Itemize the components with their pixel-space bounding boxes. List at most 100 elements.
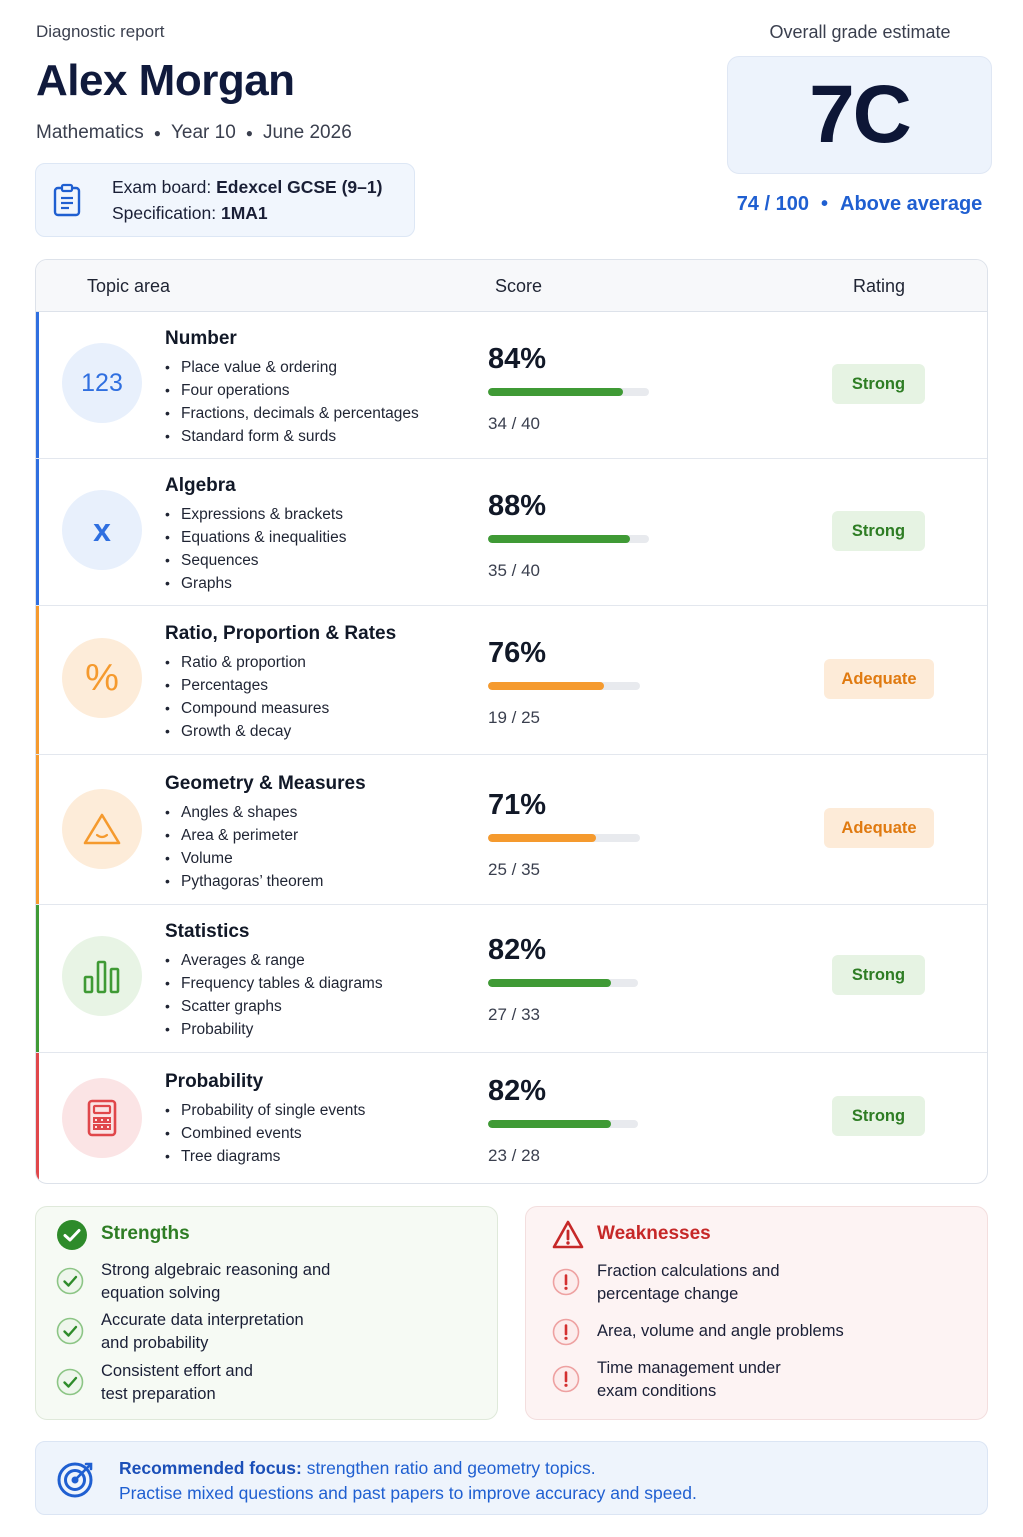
- topic-icon-text: %: [85, 656, 119, 699]
- score-fraction: 25 / 35: [488, 860, 540, 879]
- strength-line: Consistent effort and: [101, 1362, 253, 1380]
- clipboard-icon: [53, 183, 81, 217]
- score-percent: 84%: [488, 343, 547, 375]
- topic-info: Geometry & Measures Angles & shapesArea …: [165, 773, 366, 893]
- subtopic-list: Angles & shapesArea & perimeterVolumePyt…: [165, 801, 366, 893]
- header-rating: Rating: [853, 276, 906, 296]
- score-percent: 88%: [488, 490, 547, 522]
- row-accent-bar: [36, 755, 39, 904]
- score-block: 82% 23 / 28: [488, 1075, 638, 1166]
- topic-title: Algebra: [165, 475, 236, 496]
- check-icon: [56, 1317, 84, 1345]
- score-block: 76% 19 / 25: [488, 637, 640, 728]
- topic-info: Number Place value & orderingFour operat…: [165, 328, 419, 448]
- check-icon: [56, 1267, 84, 1295]
- weakness-line: Area, volume and angle problems: [597, 1322, 844, 1340]
- topic-icon-text: x: [93, 511, 111, 548]
- table-header: Topic area Score Rating: [36, 260, 987, 312]
- table-row: % Ratio, Proportion & Rates Ratio & prop…: [36, 606, 987, 755]
- subtopic-list: Expressions & bracketsEquations & inequa…: [165, 503, 346, 595]
- grade-label: Overall grade estimate: [769, 22, 951, 42]
- subtopic-item: Tree diagrams: [165, 1145, 365, 1168]
- score-fraction: 27 / 33: [488, 1005, 540, 1024]
- variable-x-icon: x: [62, 490, 142, 570]
- subtopic-item: Probability of single events: [165, 1099, 365, 1122]
- score-fraction: 34 / 40: [488, 414, 540, 433]
- weakness-line: Fraction calculations and: [597, 1262, 780, 1280]
- topic-info: Probability Probability of single events…: [165, 1071, 365, 1168]
- subtopic-item: Percentages: [165, 674, 396, 697]
- topic-icon-text: 123: [81, 368, 123, 397]
- strength-item: Consistent effort and test preparation: [101, 1360, 481, 1406]
- score-progress-bar: [488, 682, 640, 690]
- topic-title: Ratio, Proportion & Rates: [165, 623, 397, 644]
- strength-line: and probability: [101, 1334, 209, 1352]
- subtopic-item: Frequency tables & diagrams: [165, 972, 383, 995]
- score-progress-bar: [488, 1120, 638, 1128]
- check-icon: [56, 1368, 84, 1396]
- exam-board-label: Exam board:: [112, 177, 212, 197]
- score-progress-fill: [488, 682, 604, 690]
- subtopic-item: Averages & range: [165, 949, 383, 972]
- score-block: 84% 34 / 40: [488, 343, 649, 434]
- score-progress-fill: [488, 834, 596, 842]
- total-score: 74 / 100: [736, 193, 809, 215]
- grade-value: 7C: [809, 69, 912, 160]
- check-circle-icon: [57, 1220, 87, 1250]
- table-row: Geometry & Measures Angles & shapesArea …: [36, 755, 987, 905]
- alert-icon: [552, 1268, 580, 1296]
- row-accent-bar: [36, 312, 39, 458]
- score-percent: 76%: [488, 637, 547, 669]
- student-name: Alex Morgan: [36, 56, 295, 105]
- strength-item: Strong algebraic reasoning and equation s…: [101, 1259, 481, 1305]
- table-row: 123 Number Place value & orderingFour op…: [36, 312, 987, 459]
- year: Year 10: [170, 122, 236, 143]
- subtopic-item: Scatter graphs: [165, 995, 383, 1018]
- report-meta: Mathematics ● Year 10 ● June 2026: [36, 122, 352, 144]
- topic-table: Topic area Score Rating 123 Number Place…: [35, 259, 988, 1184]
- focus-label: Recommended focus:: [119, 1458, 302, 1478]
- score-progress-bar: [488, 388, 649, 396]
- specification-line: Specification: 1MA1: [112, 200, 382, 226]
- weakness-item: Area, volume and angle problems: [597, 1320, 977, 1343]
- topic-title: Geometry & Measures: [165, 773, 366, 794]
- focus-text-1: strengthen ratio and geometry topics.: [306, 1458, 596, 1478]
- topic-info: Ratio, Proportion & Rates Ratio & propor…: [165, 623, 396, 743]
- score-fraction: 23 / 28: [488, 1146, 540, 1165]
- score-percent: 71%: [488, 789, 547, 821]
- exam-board-value: Edexcel GCSE (9–1): [216, 177, 383, 197]
- score-fraction: 19 / 25: [488, 708, 540, 727]
- separator-dot: ●: [245, 126, 254, 140]
- alert-icon: [552, 1318, 580, 1346]
- subtopic-item: Area & perimeter: [165, 824, 366, 847]
- subject: Mathematics: [36, 122, 144, 143]
- calculator-icon: [62, 1078, 142, 1158]
- rating-badge: Adequate: [824, 659, 934, 699]
- subtopic-item: Probability: [165, 1018, 383, 1041]
- score-progress-bar: [488, 979, 638, 987]
- grade-summary: 74 / 100 • Above average: [727, 193, 992, 216]
- weakness-line: Time management under: [597, 1359, 781, 1377]
- focus-line-2: Practise mixed questions and past papers…: [119, 1483, 697, 1503]
- subtopic-item: Graphs: [165, 572, 346, 595]
- table-row: x Algebra Expressions & bracketsEquation…: [36, 459, 987, 606]
- report-date: June 2026: [263, 122, 352, 143]
- table-row: Probability Probability of single events…: [36, 1053, 987, 1183]
- strength-line: Strong algebraic reasoning and: [101, 1261, 331, 1279]
- subtopic-item: Growth & decay: [165, 720, 396, 743]
- alert-icon: [552, 1365, 580, 1393]
- strength-line: Accurate data interpretation: [101, 1311, 304, 1329]
- report-label: Diagnostic report: [36, 22, 165, 41]
- strength-item: Accurate data interpretation and probabil…: [101, 1309, 481, 1355]
- score-block: 82% 27 / 33: [488, 934, 638, 1025]
- subtopic-item: Pythagoras’ theorem: [165, 870, 366, 893]
- score-percent: 82%: [488, 1075, 547, 1107]
- table-row: Statistics Averages & rangeFrequency tab…: [36, 905, 987, 1053]
- row-accent-bar: [36, 905, 39, 1052]
- weakness-line: exam conditions: [597, 1382, 717, 1400]
- focus-line-1: Recommended focus: strengthen ratio and …: [119, 1456, 697, 1481]
- row-accent-bar: [36, 606, 39, 754]
- subtopic-item: Angles & shapes: [165, 801, 366, 824]
- topic-title: Probability: [165, 1071, 264, 1092]
- subtopic-item: Standard form & surds: [165, 425, 419, 448]
